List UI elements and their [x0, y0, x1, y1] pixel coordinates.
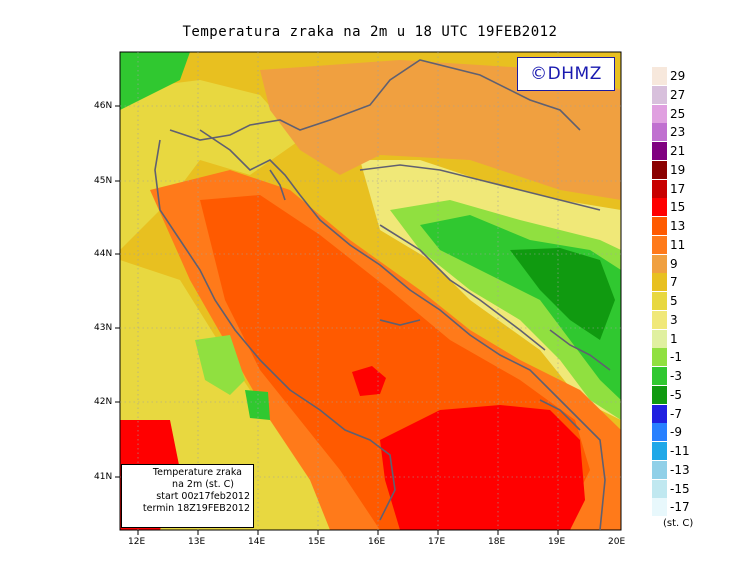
colorbar-swatch-17 [652, 385, 667, 404]
colorbar-label-12: 5 [670, 294, 678, 308]
lon-label-12: 12E [128, 537, 146, 547]
colorbar-label-13: 3 [670, 312, 678, 327]
colorbar-label-1: 27 [670, 87, 686, 102]
colorbar-swatch-23 [652, 498, 667, 517]
coastlines [154, 59, 611, 530]
info-line-3: start 00z17feb2012 [156, 491, 250, 502]
info-line-2: na 2m (st. C) [172, 479, 234, 490]
colorbar-label-7: 15 [670, 200, 686, 215]
field-south-red [380, 405, 585, 530]
colorbar-label-14: 1 [670, 331, 678, 346]
colorbar-swatch-7 [652, 198, 667, 217]
colorbar-swatch-21 [652, 460, 667, 479]
info-line-1: Temperature zraka [152, 467, 242, 478]
lat-label-41: 41N [94, 472, 113, 482]
colorbar-swatch-18 [652, 404, 667, 423]
colorbar-swatch-1 [652, 85, 667, 104]
colorbar-label-11: 7 [670, 275, 678, 290]
colorbar-swatch-2 [652, 104, 667, 123]
chart-title: Temperatura zraka na 2m u 18 UTC 19FEB20… [182, 24, 558, 40]
colorbar-label-16: -3 [670, 369, 682, 383]
colorbar-label-18: -7 [670, 406, 682, 421]
colorbar-label-4: 21 [670, 144, 686, 158]
colorbar-label-9: 11 [670, 237, 686, 252]
colorbar-swatch-9 [652, 235, 667, 254]
lon-label-14: 14E [248, 537, 266, 547]
colorbar-swatch-14 [652, 329, 667, 348]
field-east-green-dark [510, 248, 615, 340]
colorbar-swatch-12 [652, 292, 667, 310]
lat-label-43: 43N [94, 323, 113, 333]
lat-label-44: 44N [94, 249, 113, 259]
dhmz-logo: ©DHMZ [517, 57, 615, 91]
colorbar-swatch-15 [652, 348, 667, 367]
colorbar-label-5: 19 [670, 162, 686, 177]
colorbar-label-0: 29 [670, 69, 686, 83]
field-north-yellow [120, 80, 300, 250]
colorbar-label-23: -17 [670, 500, 690, 515]
field-spot-red [352, 366, 386, 396]
colorbar-swatch-8 [652, 217, 667, 235]
info-box: Temperature zraka na 2m (st. C) start 00… [121, 464, 254, 528]
colorbar-label-6: 17 [670, 181, 686, 196]
lon-label-15: 15E [308, 537, 326, 547]
colorbar-label-8: 13 [670, 219, 686, 233]
colorbar-label-2: 25 [670, 106, 686, 121]
colorbar-swatch-4 [652, 142, 667, 160]
colorbar-label-10: 9 [670, 256, 678, 271]
field-north-orange [260, 60, 621, 200]
field-italy-green-2 [245, 390, 270, 420]
lat-label-45: 45N [94, 176, 113, 186]
colorbar-swatch-16 [652, 367, 667, 385]
info-line-4: termin 18Z19FEB2012 [142, 503, 250, 514]
colorbar-swatch-5 [652, 160, 667, 179]
colorbar-label-20: -11 [670, 444, 690, 458]
colorbar-label-15: -1 [670, 350, 682, 365]
field-italy-green [195, 335, 245, 395]
colorbar-unit: (st. C) [663, 518, 694, 529]
field-nw-green [120, 52, 190, 110]
colorbar-swatch-22 [652, 479, 667, 498]
colorbar-label-22: -15 [670, 481, 690, 496]
lon-label-20: 20E [608, 537, 626, 547]
colorbar-label-3: 23 [670, 125, 686, 140]
lon-label-16: 16E [368, 537, 386, 547]
colorbar-swatch-6 [652, 179, 667, 198]
colorbar-swatch-13 [652, 310, 667, 329]
lat-label-46: 46N [94, 101, 113, 111]
lon-label-13: 13E [188, 537, 206, 547]
colorbar-label-17: -5 [670, 387, 682, 402]
axis-ticks [115, 105, 559, 535]
grid-lines [120, 52, 621, 530]
lon-label-17: 17E [428, 537, 446, 547]
colorbar-swatch-20 [652, 442, 667, 460]
lon-label-18: 18E [488, 537, 506, 547]
colorbar-label-19: -9 [670, 425, 682, 440]
colorbar-swatch-10 [652, 254, 667, 273]
lat-label-42: 42N [94, 397, 113, 407]
colorbar-swatch-19 [652, 423, 667, 442]
colorbar-swatch-3 [652, 123, 667, 142]
colorbar-swatch-0 [652, 67, 667, 85]
colorbar-swatch-11 [652, 273, 667, 292]
colorbar-label-21: -13 [670, 462, 690, 477]
lon-label-19: 19E [548, 537, 566, 547]
